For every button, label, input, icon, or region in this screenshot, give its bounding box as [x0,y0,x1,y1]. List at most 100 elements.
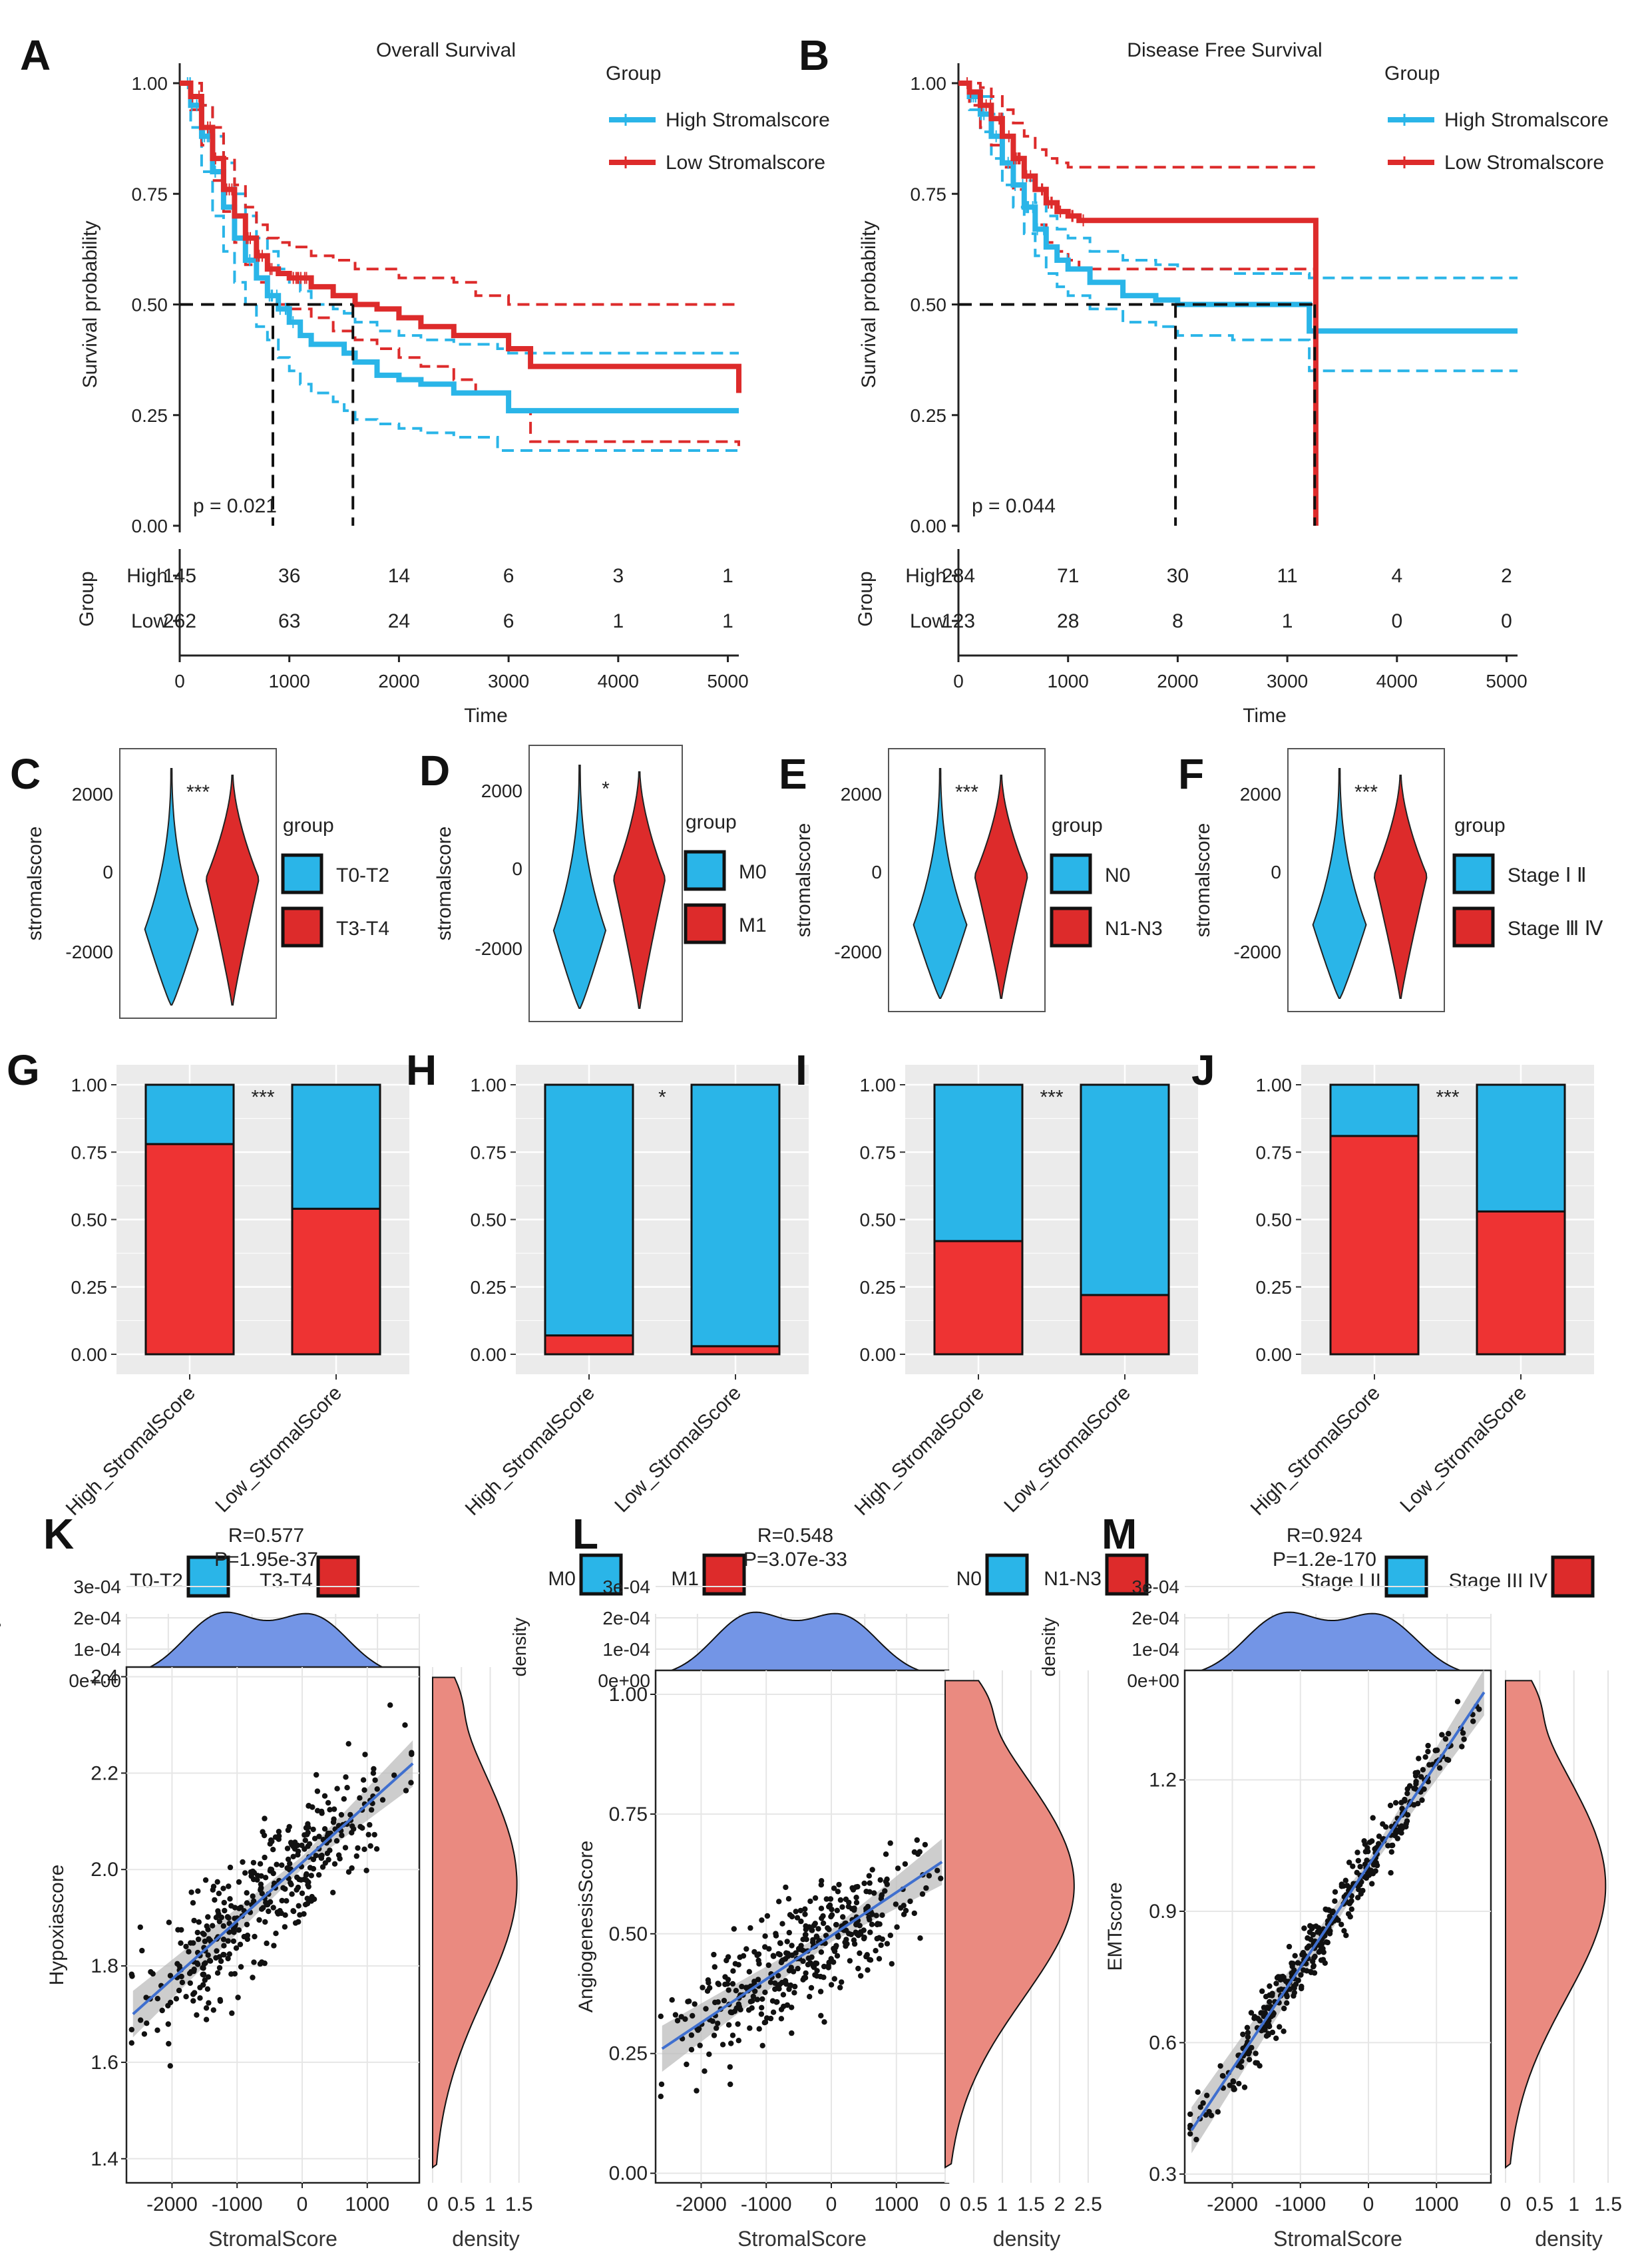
top-density-tick-label: 2e-04 [602,1608,650,1628]
scatter-point [902,1861,909,1867]
scatter-point [362,1752,368,1758]
risk-count: 30 [1167,565,1189,587]
bar-segment-red [690,1345,781,1356]
scatter-point [853,1931,860,1937]
scatter-point [719,2042,726,2048]
scatter-point [839,1979,845,1985]
scatter-point [723,1957,729,1964]
scatter-point [877,1877,883,1883]
top-density-tick-label: 3e-04 [1131,1577,1179,1597]
legend-label: Stage I II [1301,1570,1381,1592]
panel-letter: B [799,31,829,79]
scatter-point [275,1911,282,1917]
scatter-point [230,1938,237,1945]
scatter-point [309,1893,315,1900]
scatter-point [374,1786,380,1792]
scatter-point [1398,1830,1404,1836]
scatter-point [237,1941,244,1947]
scatter-point [767,1979,774,1985]
risk-count: 71 [1057,565,1079,587]
scatter-point [1329,1909,1336,1916]
scatter-point [771,1953,777,1959]
scatter-point [1273,1981,1279,1986]
scatter-point [1420,1767,1426,1773]
x-axis-label: StromalScore [1273,2227,1402,2251]
scatter-point [242,1870,248,1876]
scatter-point [672,2012,679,2018]
right-density-area [432,1676,518,2169]
y-tick-label: 1.00 [860,1075,897,1095]
scatter-point [1354,1849,1360,1855]
scatter-point [773,1933,779,1939]
scatter-point [1259,1988,1265,1994]
panel-letter: F [1178,750,1204,798]
scatter-point [690,2012,696,2019]
scatter-point [765,1962,772,1969]
scatter-point [325,1799,331,1806]
x-tick-label: Low_StromalScore [1396,1382,1531,1517]
scatter-point [262,1854,268,1861]
legend-swatch [985,1553,1029,1596]
scatter-point [725,1987,731,1993]
scatter-point [1217,2063,1223,2069]
right-density-area [944,1680,1075,2169]
scatter-point [716,1981,722,1987]
scatter-point [779,1921,785,1927]
scatter-point [894,1924,900,1930]
scatter-point [1248,2010,1255,2016]
scatter-point [256,1917,262,1923]
scatter-point [1354,1895,1361,1901]
scatter-point [853,1899,860,1906]
scatter-point [784,2002,791,2008]
scatter-point [216,1965,223,1971]
x-tick-label: High_StromalScore [461,1382,599,1520]
scatter-point [1346,1859,1352,1865]
scatter-point [349,1829,355,1836]
scatter-point [795,1965,801,1972]
scatter-point [867,1929,873,1935]
scatter-point [758,2011,765,2017]
scatter-point [1311,1970,1318,1976]
x-tick-label: -1000 [212,2193,263,2215]
x-tick-label: High_StromalScore [1247,1382,1384,1520]
scatter-point [316,1833,322,1839]
scatter-point [1358,1891,1364,1897]
y-tick-label: 2000 [72,784,113,805]
scatter-point [345,1869,352,1875]
scatter-point [1476,1706,1482,1712]
y-tick-label: 0.25 [860,1277,897,1298]
scatter-point [321,1793,328,1799]
scatter-point [1299,1985,1305,1992]
scatter-point [349,1823,355,1829]
scatter-point [295,1884,302,1891]
risk-count: 262 [163,610,196,632]
scatter-point [315,1872,322,1878]
scatter-point [903,1907,909,1914]
scatter-point [745,2007,752,2013]
scatter-point [309,1804,315,1810]
scatter-point [810,1937,816,1943]
scatter-point [166,1919,172,1925]
legend-swatch [316,1555,360,1598]
scatter-point [342,1845,349,1851]
scatter-point [819,1878,825,1884]
y-tick-label: 0.75 [471,1142,507,1163]
scatter-point [363,1867,369,1873]
scatter-point [1318,1957,1325,1963]
right-density-tick-label: 1.5 [1594,2193,1622,2215]
risk-count: 28 [1057,610,1079,632]
scatter-point [194,1929,200,1936]
scatter-point [879,1892,885,1898]
x-axis-label: StromalScore [208,2227,337,2251]
scatter-point [867,1880,873,1886]
legend-swatch [1105,1553,1149,1596]
scatter-point [1273,2035,1279,2041]
scatter-point [1267,1983,1273,1989]
scatter-point [867,1889,873,1895]
risk-count: 6 [503,565,514,587]
scatter-point [188,1889,194,1895]
scatter-point [341,1796,347,1802]
significance-label: *** [1354,781,1378,803]
y-axis-label: Survival probability [858,221,880,389]
risk-count: 1 [612,610,624,632]
